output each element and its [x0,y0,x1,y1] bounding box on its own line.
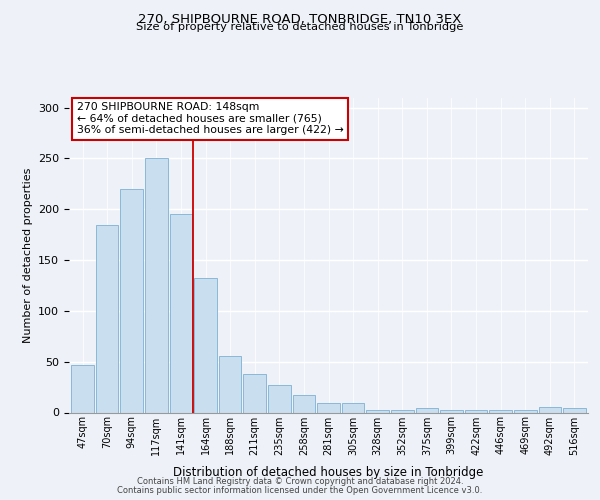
Bar [96,224,118,412]
Bar [317,404,340,412]
Bar [342,404,364,412]
Bar [244,374,266,412]
Bar [293,395,315,412]
Bar [170,214,192,412]
Text: Size of property relative to detached houses in Tonbridge: Size of property relative to detached ho… [136,22,464,32]
Bar [514,410,536,412]
Bar [145,158,167,412]
Bar [268,385,290,412]
Text: 270 SHIPBOURNE ROAD: 148sqm
← 64% of detached houses are smaller (765)
36% of se: 270 SHIPBOURNE ROAD: 148sqm ← 64% of det… [77,102,344,136]
Bar [367,410,389,412]
Bar [539,408,561,412]
Bar [391,410,413,412]
Bar [219,356,241,412]
Bar [194,278,217,412]
Text: Contains HM Land Registry data © Crown copyright and database right 2024.: Contains HM Land Registry data © Crown c… [137,477,463,486]
Text: 270, SHIPBOURNE ROAD, TONBRIDGE, TN10 3EX: 270, SHIPBOURNE ROAD, TONBRIDGE, TN10 3E… [139,12,461,26]
Bar [121,189,143,412]
Y-axis label: Number of detached properties: Number of detached properties [23,168,32,342]
Bar [563,408,586,412]
Bar [416,408,438,412]
Bar [465,410,487,412]
Bar [71,364,94,412]
X-axis label: Distribution of detached houses by size in Tonbridge: Distribution of detached houses by size … [173,466,484,479]
Text: Contains public sector information licensed under the Open Government Licence v3: Contains public sector information licen… [118,486,482,495]
Bar [490,410,512,412]
Bar [440,410,463,412]
